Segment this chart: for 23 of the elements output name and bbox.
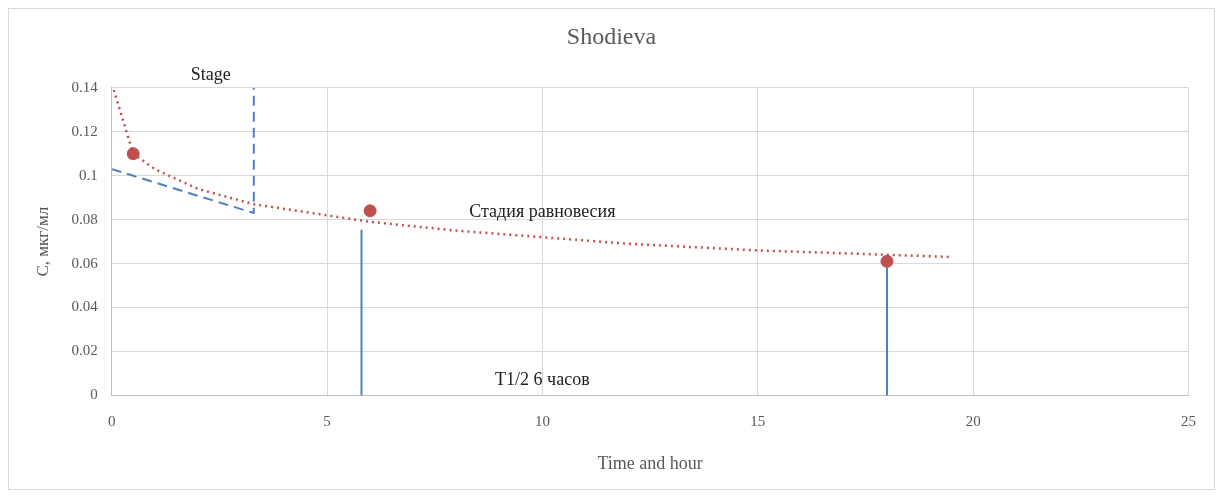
y-tick-label: 0.14 [71,78,99,95]
y-tick-label: 0.06 [71,254,99,271]
y-tick-label: 0.02 [71,342,98,359]
point [126,147,140,161]
y-tick-label: 0.1 [78,166,98,183]
x-tick-label: 25 [1181,413,1196,430]
y-tick-label: 0.08 [71,210,98,227]
x-tick-label: 20 [965,413,981,430]
chart-title: Shodieva [566,22,657,49]
y-tick-label: 0.12 [71,122,98,139]
x-tick-label: 10 [534,413,550,430]
x-tick-label: 5 [323,413,331,430]
point [363,204,377,218]
y-tick-label: 0 [90,386,98,403]
annotation: T1/2 6 часов [495,368,590,389]
y-tick-label: 0.04 [71,298,99,315]
annotation: Стадия равновесия [469,200,616,221]
x-axis-title: Time and hour [597,452,703,473]
point [880,254,894,268]
x-tick-label: 15 [750,413,766,430]
text: Stage [190,64,231,84]
y-axis-title: C, мкг/мл [32,206,52,277]
x-tick-label: 0 [107,413,116,430]
